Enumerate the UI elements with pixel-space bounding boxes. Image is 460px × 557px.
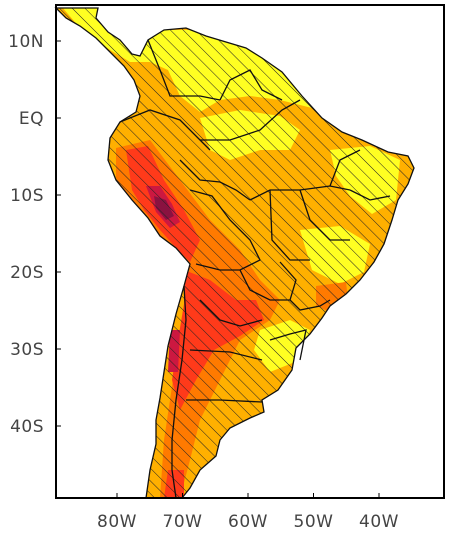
lon-tick-label: 40W [359, 512, 399, 532]
border-brazil-states-1 [269, 189, 310, 261]
field-layer [56, 8, 414, 498]
longitude-tick-labels: 80W 70W 60W 50W 40W [97, 493, 399, 532]
lon-tick-label: 50W [294, 512, 334, 532]
latitude-tick-labels: 10N EQ 10S 20S 30S 40S [8, 32, 61, 437]
border-argentina-brazil [289, 299, 331, 311]
border-brazil-peru [179, 159, 251, 201]
lon-tick-label: 70W [163, 512, 203, 532]
border-uruguay [269, 329, 307, 361]
border-chile-argentina [171, 285, 187, 499]
border-venezuela-guyana [219, 69, 283, 101]
lon-tick-label: 80W [97, 512, 137, 532]
lon-tick-label: 60W [228, 512, 268, 532]
lat-tick-label: 20S [10, 263, 44, 283]
coastline [54, 7, 415, 499]
lat-tick-label: 40S [10, 417, 44, 437]
border-brazil-states-4 [349, 189, 391, 201]
plot-frame [55, 4, 445, 499]
boundaries [54, 7, 415, 499]
border-paraguay [239, 261, 297, 301]
border-brazil-states-2 [299, 189, 350, 241]
border-argentina-provinces [186, 299, 263, 403]
border-colombia-peru [119, 109, 211, 151]
lat-tick-label: EQ [19, 109, 44, 129]
border-colombia-venezuela [147, 39, 221, 101]
lat-tick-label: 10S [10, 186, 44, 206]
border-bolivia [189, 189, 261, 271]
hatch-overlay [56, 8, 414, 498]
border-brazil-north [200, 99, 301, 141]
border-brazil-states-3 [329, 149, 361, 187]
lat-tick-label: 30S [10, 340, 44, 360]
lat-tick-label: 10N [8, 32, 44, 52]
